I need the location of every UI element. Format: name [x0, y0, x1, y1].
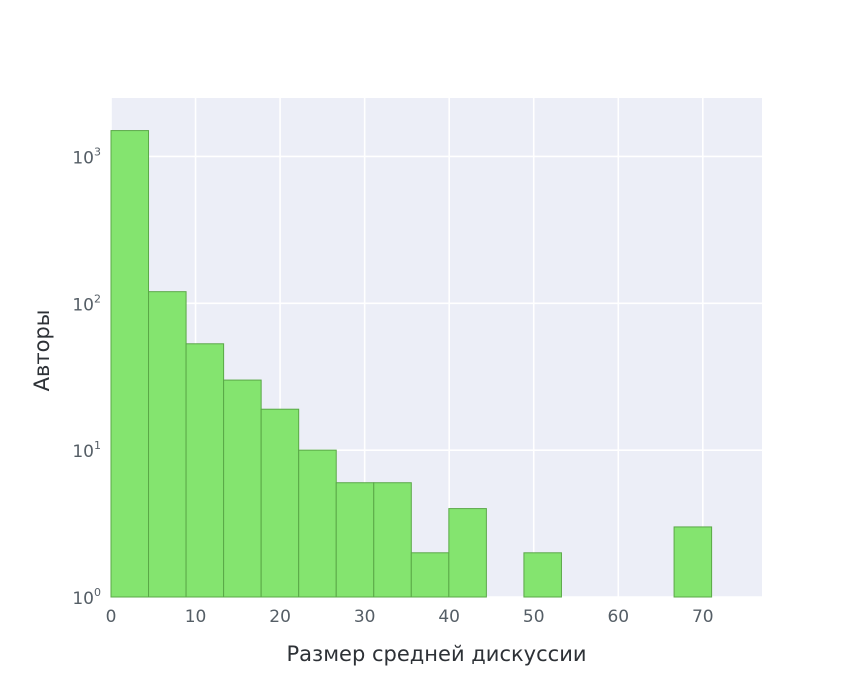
y-tick-label: 101	[72, 439, 101, 462]
histogram-bar	[110, 130, 150, 598]
x-tick-label: 70	[692, 607, 714, 627]
histogram-bar	[673, 526, 713, 598]
y-axis-title: Авторы	[30, 310, 54, 392]
x-tick-label: 40	[438, 607, 460, 627]
histogram-bar	[260, 408, 300, 598]
x-tick-label: 60	[607, 607, 629, 627]
y-tick-label: 100	[72, 586, 101, 609]
histogram-bar	[410, 552, 450, 598]
x-tick-label: 30	[354, 607, 376, 627]
y-tick-label: 103	[72, 145, 101, 168]
histogram-bar	[373, 482, 412, 598]
y-axis-ticks: 100 101 102 103	[72, 145, 101, 609]
x-tick-label: 50	[523, 607, 545, 627]
y-tick-label: 102	[72, 292, 101, 315]
histogram-bar	[185, 343, 225, 598]
histogram-bar	[523, 552, 562, 598]
x-axis-ticks: 0 10 20 30 40 50 60 70	[106, 607, 714, 627]
x-tick-label: 20	[269, 607, 291, 627]
bars	[110, 130, 713, 598]
x-tick-label: 10	[185, 607, 207, 627]
histogram-bar	[223, 379, 262, 598]
x-tick-label: 0	[106, 607, 117, 627]
histogram-bar	[298, 449, 337, 598]
x-axis-title: Размер средней дискуссии	[287, 642, 587, 666]
histogram-bar	[448, 508, 487, 598]
histogram-bar	[335, 482, 375, 598]
histogram-bar	[148, 291, 187, 598]
